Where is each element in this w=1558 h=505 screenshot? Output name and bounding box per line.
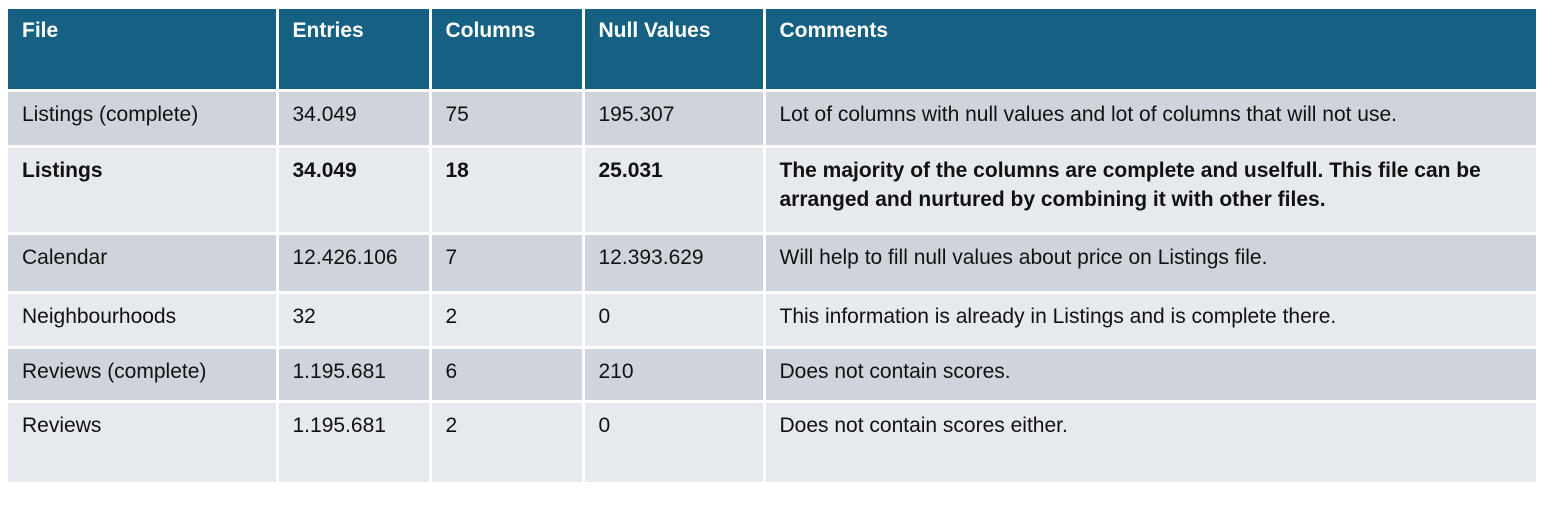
cell-columns: 6 [428,345,583,401]
table-header: File Entries Columns Null Values Comment… [8,9,1536,90]
cell-entries: 34.049 [275,144,430,233]
header-columns: Columns [428,9,583,90]
header-row: File Entries Columns Null Values Comment… [8,9,1536,90]
cell-columns: 2 [428,399,583,482]
cell-file: Listings (complete) [8,88,277,146]
cell-comments: Does not contain scores. [762,345,1536,401]
cell-entries: 34.049 [275,88,430,146]
cell-file: Neighbourhoods [8,290,277,347]
cell-null-values: 25.031 [581,144,764,233]
cell-file: Reviews [8,399,277,482]
cell-null-values: 12.393.629 [581,231,764,292]
table-row: Neighbourhoods 32 2 0 This information i… [8,290,1536,347]
table-row: Reviews 1.195.681 2 0 Does not contain s… [8,399,1536,482]
header-entries: Entries [275,9,430,90]
data-summary-table-wrapper: File Entries Columns Null Values Comment… [8,9,1536,482]
table-row: Listings 34.049 18 25.031 The majority o… [8,144,1536,233]
cell-file: Reviews (complete) [8,345,277,401]
cell-comments: Lot of columns with null values and lot … [762,88,1536,146]
cell-comments: Will help to fill null values about pric… [762,231,1536,292]
cell-file: Listings [8,144,277,233]
cell-file: Calendar [8,231,277,292]
cell-columns: 18 [428,144,583,233]
cell-entries: 1.195.681 [275,399,430,482]
header-file: File [8,9,277,90]
cell-entries: 32 [275,290,430,347]
table-row: Reviews (complete) 1.195.681 6 210 Does … [8,345,1536,401]
cell-comments: This information is already in Listings … [762,290,1536,347]
header-null-values: Null Values [581,9,764,90]
table-body: Listings (complete) 34.049 75 195.307 Lo… [8,88,1536,482]
cell-columns: 75 [428,88,583,146]
cell-null-values: 195.307 [581,88,764,146]
cell-columns: 7 [428,231,583,292]
cell-comments: Does not contain scores either. [762,399,1536,482]
data-summary-table: File Entries Columns Null Values Comment… [8,9,1536,482]
table-row: Calendar 12.426.106 7 12.393.629 Will he… [8,231,1536,292]
table-row: Listings (complete) 34.049 75 195.307 Lo… [8,88,1536,146]
cell-null-values: 0 [581,290,764,347]
cell-entries: 12.426.106 [275,231,430,292]
cell-null-values: 0 [581,399,764,482]
header-comments: Comments [762,9,1536,90]
cell-entries: 1.195.681 [275,345,430,401]
cell-null-values: 210 [581,345,764,401]
cell-columns: 2 [428,290,583,347]
cell-comments: The majority of the columns are complete… [762,144,1536,233]
